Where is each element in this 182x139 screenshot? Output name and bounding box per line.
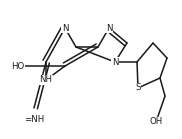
Text: N: N — [112, 58, 118, 66]
Text: HO: HO — [11, 61, 25, 70]
Text: =NH: =NH — [24, 116, 44, 125]
Text: NH: NH — [39, 75, 52, 85]
Text: N: N — [106, 23, 112, 33]
Text: S: S — [135, 84, 141, 92]
Text: N: N — [62, 23, 68, 33]
Text: OH: OH — [149, 117, 163, 126]
